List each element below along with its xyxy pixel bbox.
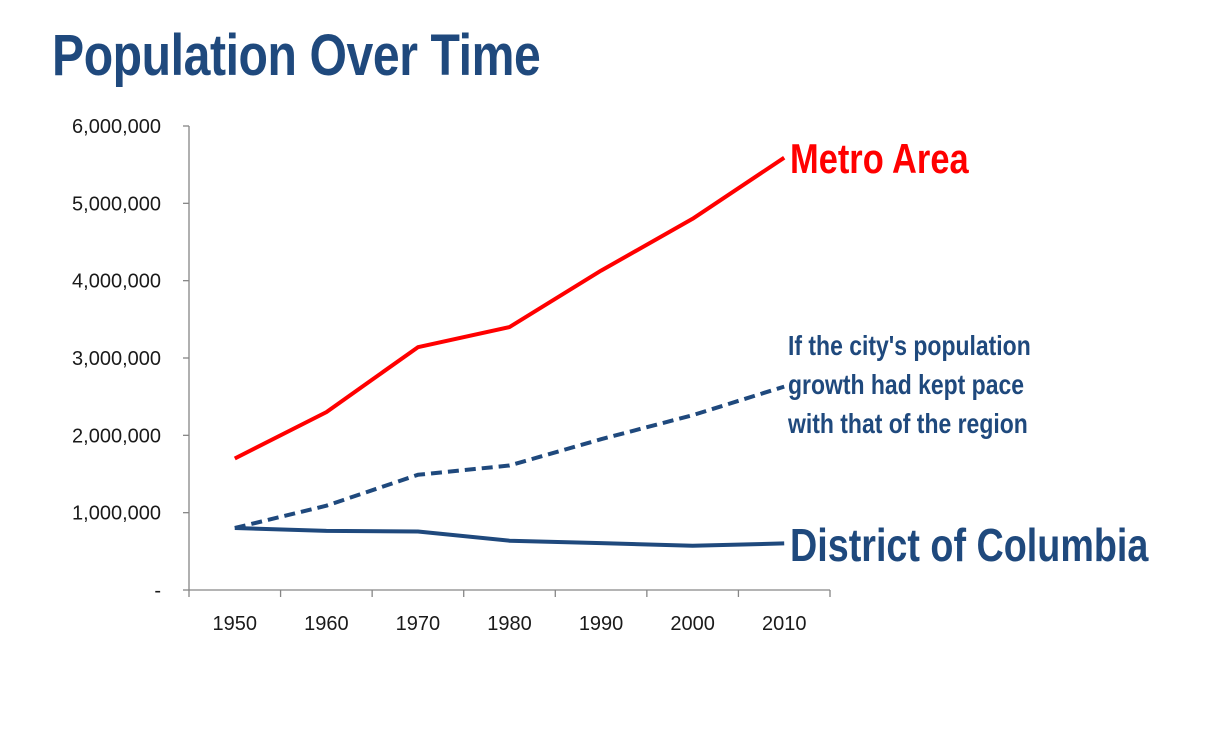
y-axis: - 1,000,000 2,000,000 3,000,000 4,000,000 5,0…	[72, 116, 190, 602]
y-tick-label: 5,000,000	[72, 193, 161, 215]
x-tick-label: 1980	[487, 613, 532, 635]
y-tick-label: 1,000,000	[72, 503, 161, 525]
x-tick-label: 1970	[396, 613, 441, 635]
y-tick-label: 4,000,000	[72, 271, 161, 293]
series-line-district-of-columbia	[234, 526, 785, 548]
x-tick-label: 2000	[670, 613, 715, 635]
y-tick-label: 3,000,000	[72, 348, 161, 370]
series-label-metro-area: Metro Area	[790, 135, 969, 182]
y-tick-label: -	[154, 580, 161, 602]
x-axis: 1950 1960 1970 1980 1990 2000 2010	[188, 589, 831, 635]
series-line-projected-city	[234, 384, 785, 530]
series-line-metro-area	[233, 156, 786, 461]
y-tick-label: 6,000,000	[72, 116, 161, 138]
series-label-district-of-columbia: District of Columbia	[790, 519, 1149, 571]
x-tick-label: 1960	[304, 613, 349, 635]
chart-title: Population Over Time	[52, 23, 541, 88]
x-tick-label: 2010	[762, 613, 807, 635]
x-tick-label: 1990	[579, 613, 624, 635]
series-label-projected-city: If the city's population growth had kept…	[788, 330, 1031, 439]
y-tick-label: 2,000,000	[72, 425, 161, 447]
x-tick-label: 1950	[213, 613, 258, 635]
series-lines	[233, 156, 786, 548]
